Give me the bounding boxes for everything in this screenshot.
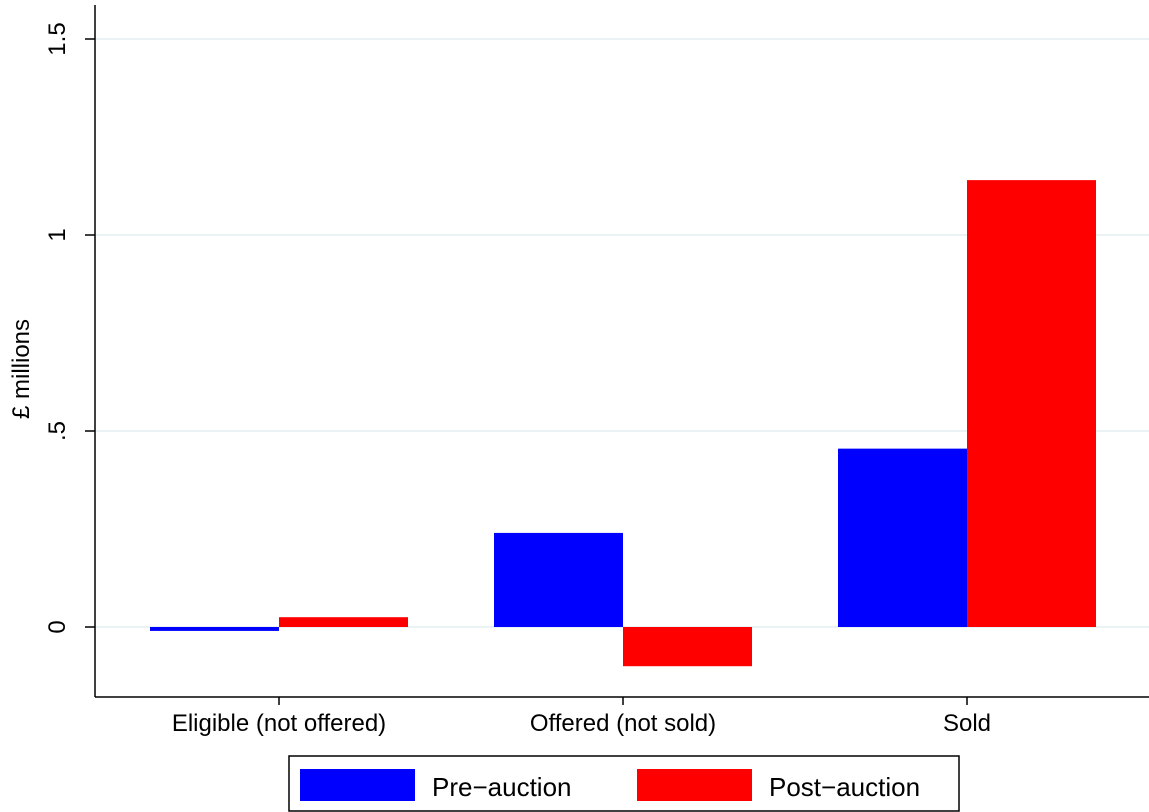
bar-pre-auction-1 — [494, 532, 623, 627]
bar-post-auction-2 — [967, 180, 1096, 627]
axes — [94, 5, 1149, 698]
bar-post-auction-1 — [623, 627, 752, 667]
x-category-labels: Eligible (not offered) Offered (not sold)… — [172, 697, 991, 737]
legend-label-pre-auction: Pre−auction — [432, 772, 571, 802]
legend-swatch-pre-auction — [300, 769, 415, 801]
legend-label-post-auction: Post−auction — [769, 772, 920, 802]
legend-swatch-post-auction — [637, 769, 752, 801]
legend: Pre−auction Post−auction — [288, 755, 960, 812]
bars — [150, 180, 1096, 667]
y-tick-label: 1 — [44, 228, 71, 241]
x-category-label: Offered (not sold) — [530, 710, 716, 737]
x-category-label: Eligible (not offered) — [172, 710, 386, 737]
y-ticks: 0 .5 1 1.5 — [44, 22, 95, 634]
bar-post-auction-0 — [279, 617, 408, 627]
y-tick-label: 1.5 — [44, 22, 71, 55]
bar-pre-auction-2 — [838, 448, 967, 627]
y-axis-title: £ millions — [8, 319, 35, 419]
bar-pre-auction-0 — [150, 627, 279, 631]
y-tick-label: .5 — [44, 421, 71, 441]
y-tick-label: 0 — [44, 620, 71, 633]
x-category-label: Sold — [943, 710, 991, 737]
